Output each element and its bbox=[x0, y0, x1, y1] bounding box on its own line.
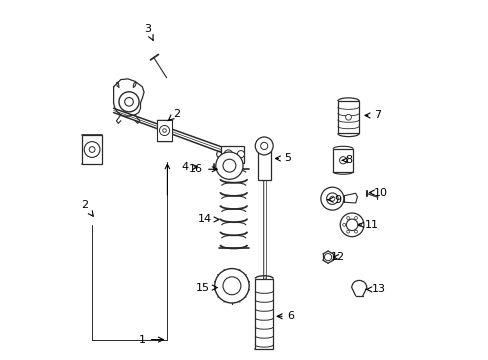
Text: 16: 16 bbox=[189, 164, 217, 174]
Text: 2: 2 bbox=[167, 109, 180, 121]
Circle shape bbox=[84, 141, 100, 157]
Circle shape bbox=[119, 92, 139, 112]
Circle shape bbox=[342, 224, 345, 226]
Bar bbox=[221, 145, 244, 163]
Circle shape bbox=[354, 217, 357, 220]
Circle shape bbox=[346, 219, 357, 230]
Text: 13: 13 bbox=[366, 284, 385, 294]
Circle shape bbox=[260, 142, 267, 149]
Text: 10: 10 bbox=[369, 188, 387, 198]
Text: 5: 5 bbox=[275, 153, 290, 163]
Circle shape bbox=[358, 224, 361, 226]
Circle shape bbox=[345, 114, 351, 120]
Text: 11: 11 bbox=[358, 220, 378, 230]
Text: 9: 9 bbox=[327, 195, 341, 205]
Text: 3: 3 bbox=[144, 24, 153, 40]
Circle shape bbox=[340, 213, 363, 237]
Circle shape bbox=[159, 126, 169, 135]
Circle shape bbox=[223, 277, 241, 295]
Text: 8: 8 bbox=[341, 155, 351, 165]
Bar bbox=[156, 120, 172, 141]
Circle shape bbox=[224, 150, 232, 158]
Circle shape bbox=[329, 196, 334, 201]
Circle shape bbox=[223, 159, 235, 172]
Text: 14: 14 bbox=[198, 215, 219, 224]
Circle shape bbox=[163, 129, 166, 132]
Text: 7: 7 bbox=[365, 111, 380, 121]
Circle shape bbox=[215, 152, 243, 179]
Circle shape bbox=[237, 150, 244, 158]
Circle shape bbox=[124, 98, 133, 106]
Text: 15: 15 bbox=[196, 283, 217, 293]
Bar bbox=[337, 101, 359, 134]
Circle shape bbox=[89, 147, 95, 152]
Text: 1: 1 bbox=[139, 334, 163, 345]
Bar bbox=[257, 151, 270, 180]
Circle shape bbox=[326, 193, 337, 204]
Circle shape bbox=[214, 269, 249, 303]
Bar bbox=[255, 279, 273, 348]
Circle shape bbox=[339, 157, 346, 164]
Circle shape bbox=[354, 230, 357, 233]
Circle shape bbox=[346, 217, 349, 220]
Text: 6: 6 bbox=[277, 311, 294, 321]
Text: 4: 4 bbox=[182, 162, 197, 172]
Bar bbox=[82, 135, 102, 164]
Circle shape bbox=[320, 187, 343, 210]
Text: 2: 2 bbox=[81, 200, 93, 216]
Text: 12: 12 bbox=[330, 252, 344, 262]
Circle shape bbox=[255, 137, 273, 155]
Circle shape bbox=[346, 230, 349, 233]
Bar bbox=[332, 149, 352, 172]
Circle shape bbox=[324, 253, 331, 261]
